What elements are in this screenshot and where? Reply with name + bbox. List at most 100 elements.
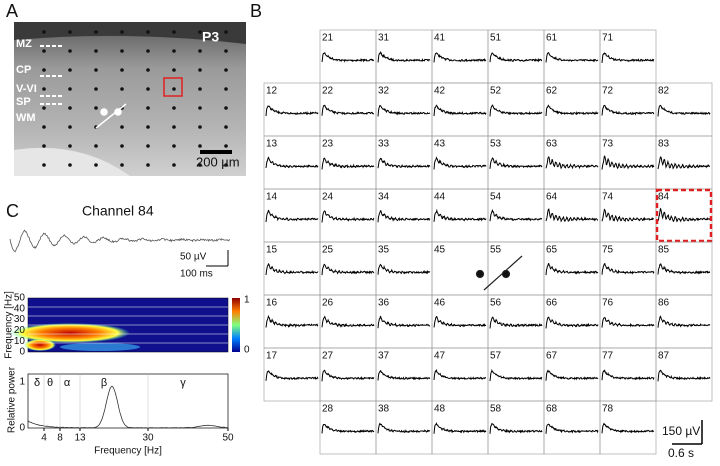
channel-label: 66 <box>546 298 558 309</box>
channel-trace <box>377 422 431 434</box>
electrode <box>42 163 46 167</box>
channel-label: 73 <box>602 139 614 150</box>
channel-trace <box>601 316 655 328</box>
electrode <box>94 106 98 110</box>
channel-label: 12 <box>266 86 278 97</box>
axis-label: Frequency [Hz] <box>4 291 15 359</box>
electrode <box>68 144 72 148</box>
channel-trace <box>433 104 487 117</box>
channel-trace <box>433 52 487 63</box>
channel-label: 85 <box>658 245 670 256</box>
channel-cell <box>655 347 713 402</box>
channel-trace <box>657 315 711 328</box>
channel-label: 75 <box>602 245 614 256</box>
electrode <box>172 30 176 34</box>
channel-label: 82 <box>658 86 670 97</box>
channel-label: 55 <box>490 245 502 256</box>
channel-trace <box>489 422 543 434</box>
channel-grid: 21 31 41 51 61 71 12 22 32 42 52 62 72 82 13 23 33 43 53 63… <box>263 29 713 455</box>
channel-label: 83 <box>658 139 670 150</box>
stim-icon <box>95 103 127 129</box>
electrode <box>146 163 150 167</box>
electrode <box>198 125 202 129</box>
electrode <box>94 30 98 34</box>
layer-label: V-VI <box>16 83 37 95</box>
electrode <box>42 125 46 129</box>
channel-trace <box>601 104 655 116</box>
channel-trace <box>489 368 543 382</box>
y-tick-label: 0 <box>19 347 25 358</box>
channel-label: 33 <box>378 139 390 150</box>
channel-trace <box>321 263 375 276</box>
channel-trace <box>377 315 431 329</box>
electrode <box>94 49 98 53</box>
channel-label: 51 <box>490 33 502 44</box>
electrode <box>146 30 150 34</box>
channel-label: 26 <box>322 298 334 309</box>
channel-trace <box>489 104 543 117</box>
channel-label: 53 <box>490 139 502 150</box>
y-tick-label: 30 <box>14 314 26 325</box>
colorbar <box>232 298 240 352</box>
channel-trace <box>601 208 655 223</box>
electrode <box>146 49 150 53</box>
channel-trace <box>545 208 599 223</box>
channel-label: 41 <box>434 33 446 44</box>
layer-label: MZ <box>16 38 32 50</box>
band-label: α <box>64 377 71 389</box>
band-label: θ <box>47 377 53 389</box>
x-tick-label: 8 <box>57 433 63 444</box>
x-tick-label: 30 <box>142 433 154 444</box>
stim-pole <box>501 269 511 279</box>
channel-label: 57 <box>490 351 502 362</box>
electrode <box>198 49 202 53</box>
channel-trace <box>601 262 655 275</box>
channel-trace <box>545 104 599 117</box>
electrode <box>172 163 176 167</box>
channel-trace <box>377 157 431 169</box>
electrode <box>68 87 72 91</box>
electrode <box>42 87 46 91</box>
ticks: 4 8 13 30 50 1 0 δ θ α β γ <box>19 374 234 444</box>
electrode <box>120 30 124 34</box>
electrode <box>68 163 72 167</box>
channel-label: 47 <box>434 351 446 362</box>
channel-label: 23 <box>322 139 334 150</box>
scale-label: 200 µm <box>196 154 240 169</box>
channel-trace <box>377 104 431 117</box>
electrode <box>224 87 228 91</box>
channel-trace <box>601 369 655 381</box>
spectrogram-blob <box>60 343 140 351</box>
electrode <box>146 144 150 148</box>
electrode <box>120 144 124 148</box>
channel-label: 63 <box>546 139 558 150</box>
electrode <box>198 163 202 167</box>
channel-trace <box>657 156 711 170</box>
y-tick-label: 20 <box>14 325 26 336</box>
channel-label: 64 <box>546 192 558 203</box>
band-label: δ <box>34 377 40 389</box>
electrode <box>68 68 72 72</box>
y-tick-label: 40 <box>14 303 26 314</box>
channel-cell <box>599 400 657 455</box>
panel-label: B <box>250 1 262 21</box>
channel-label: 54 <box>490 192 502 203</box>
channel-label: 14 <box>266 192 278 203</box>
channel-trace <box>433 368 486 381</box>
channel-label: 38 <box>378 404 390 415</box>
channel-trace <box>321 369 375 382</box>
channel-label: 27 <box>322 351 334 362</box>
channel-label: 32 <box>378 86 390 97</box>
channel-label: 31 <box>378 33 390 44</box>
electrode <box>198 68 202 72</box>
electrode <box>120 49 124 53</box>
channel-trace <box>657 262 711 275</box>
electrode <box>224 68 228 72</box>
channel-label: 56 <box>490 298 502 309</box>
electrode <box>224 30 228 34</box>
y-tick-label: 1 <box>19 377 25 388</box>
channel-trace <box>265 314 319 328</box>
channel-trace <box>489 208 543 222</box>
channel-label: 78 <box>602 404 614 415</box>
